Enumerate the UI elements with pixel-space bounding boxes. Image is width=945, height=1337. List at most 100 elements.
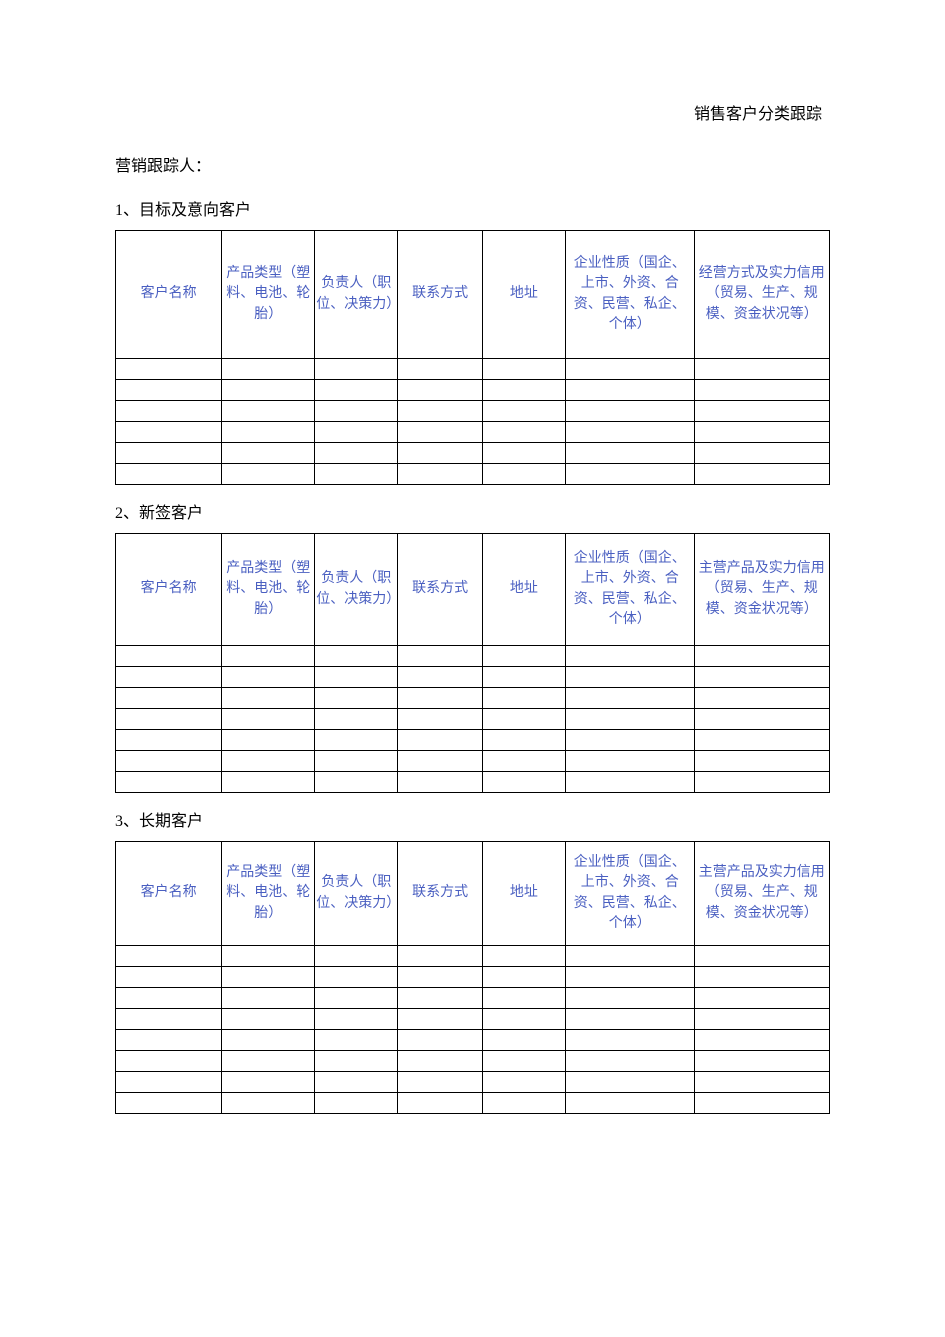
col-header-product: 产品类型（塑料、电池、轮胎）	[222, 842, 315, 946]
cell	[482, 1030, 565, 1051]
cell	[116, 422, 222, 443]
cell	[694, 751, 829, 772]
table-header-row: 客户名称 产品类型（塑料、电池、轮胎） 负责人（职位、决策力） 联系方式 地址 …	[116, 534, 830, 646]
cell	[565, 946, 694, 967]
cell	[222, 359, 315, 380]
cell	[565, 464, 694, 485]
cell	[694, 946, 829, 967]
table-body-1	[116, 359, 830, 485]
cell	[116, 1093, 222, 1114]
col-header-business: 主营产品及实力信用（贸易、生产、规模、资金状况等）	[694, 534, 829, 646]
cell	[694, 988, 829, 1009]
cell	[116, 967, 222, 988]
cell	[315, 730, 398, 751]
cell	[482, 464, 565, 485]
cell	[315, 1093, 398, 1114]
cell	[222, 443, 315, 464]
cell	[694, 967, 829, 988]
cell	[315, 751, 398, 772]
cell	[565, 772, 694, 793]
cell	[315, 359, 398, 380]
cell	[116, 709, 222, 730]
cell	[315, 967, 398, 988]
cell	[315, 667, 398, 688]
col-header-address: 地址	[482, 534, 565, 646]
cell	[315, 946, 398, 967]
cell	[565, 988, 694, 1009]
cell	[398, 1093, 483, 1114]
cell	[565, 967, 694, 988]
col-header-owner: 负责人（职位、决策力）	[315, 534, 398, 646]
cell	[222, 772, 315, 793]
section-heading-1: 1、目标及意向客户	[115, 196, 830, 220]
cell	[565, 380, 694, 401]
col-header-name: 客户名称	[116, 534, 222, 646]
cell	[398, 443, 483, 464]
cell	[222, 730, 315, 751]
cell	[315, 1051, 398, 1072]
cell	[116, 667, 222, 688]
cell	[694, 667, 829, 688]
cell	[694, 1051, 829, 1072]
cell	[482, 1093, 565, 1114]
cell	[398, 751, 483, 772]
cell	[116, 1051, 222, 1072]
cell	[565, 688, 694, 709]
cell	[116, 443, 222, 464]
cell	[482, 772, 565, 793]
table-body-3	[116, 946, 830, 1114]
cell	[398, 1009, 483, 1030]
cell	[482, 988, 565, 1009]
cell	[694, 709, 829, 730]
cell	[222, 688, 315, 709]
cell	[116, 946, 222, 967]
cell	[116, 751, 222, 772]
document-title: 销售客户分类跟踪	[115, 100, 830, 124]
cell	[694, 646, 829, 667]
cell	[565, 646, 694, 667]
cell	[116, 380, 222, 401]
cell	[565, 730, 694, 751]
table-row	[116, 646, 830, 667]
cell	[482, 667, 565, 688]
cell	[315, 1072, 398, 1093]
cell	[694, 422, 829, 443]
cell	[315, 1009, 398, 1030]
cell	[482, 401, 565, 422]
cell	[694, 359, 829, 380]
cell	[222, 751, 315, 772]
cell	[116, 688, 222, 709]
col-header-owner: 负责人（职位、决策力）	[315, 842, 398, 946]
cell	[116, 401, 222, 422]
col-header-owner: 负责人（职位、决策力）	[315, 231, 398, 359]
cell	[315, 709, 398, 730]
cell	[116, 772, 222, 793]
tracker-label: 营销跟踪人：	[115, 152, 830, 176]
table-row	[116, 1009, 830, 1030]
col-header-nature: 企业性质（国企、上市、外资、合资、民营、私企、个体）	[565, 231, 694, 359]
cell	[565, 1009, 694, 1030]
cell	[482, 688, 565, 709]
cell	[222, 464, 315, 485]
section-heading-2: 2、新签客户	[115, 499, 830, 523]
cell	[694, 380, 829, 401]
cell	[482, 359, 565, 380]
cell	[398, 688, 483, 709]
cell	[482, 730, 565, 751]
table-row	[116, 730, 830, 751]
section-heading-3: 3、长期客户	[115, 807, 830, 831]
table-new-customers: 客户名称 产品类型（塑料、电池、轮胎） 负责人（职位、决策力） 联系方式 地址 …	[115, 533, 830, 793]
cell	[222, 1051, 315, 1072]
table-row	[116, 443, 830, 464]
table-row	[116, 772, 830, 793]
cell	[315, 646, 398, 667]
col-header-nature: 企业性质（国企、上市、外资、合资、民营、私企、个体）	[565, 534, 694, 646]
cell	[222, 380, 315, 401]
cell	[694, 443, 829, 464]
cell	[315, 772, 398, 793]
cell	[222, 422, 315, 443]
cell	[565, 667, 694, 688]
table-row	[116, 380, 830, 401]
cell	[398, 946, 483, 967]
cell	[694, 401, 829, 422]
